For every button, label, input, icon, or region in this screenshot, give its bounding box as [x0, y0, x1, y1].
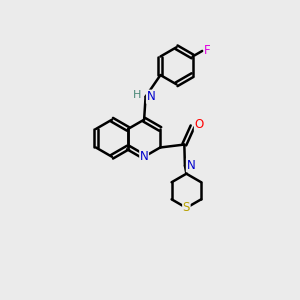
Text: N: N: [140, 150, 148, 163]
Text: N: N: [186, 159, 195, 172]
Text: F: F: [204, 44, 211, 57]
Text: O: O: [194, 118, 204, 131]
Text: S: S: [183, 201, 190, 214]
Text: N: N: [146, 90, 155, 103]
Text: H: H: [133, 90, 141, 100]
